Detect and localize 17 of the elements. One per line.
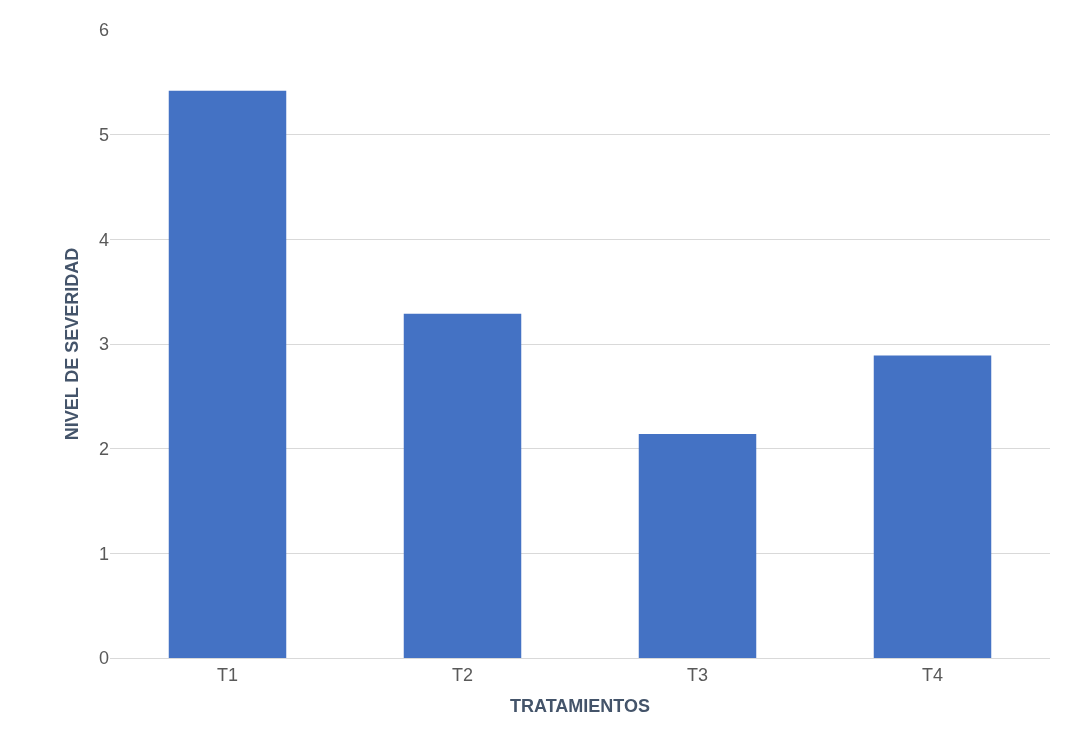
y-tick-label: 3: [98, 334, 109, 355]
bar: [873, 355, 992, 658]
y-tick-label: 6: [98, 20, 109, 41]
x-tick-label: T4: [921, 664, 944, 685]
bar: [638, 434, 757, 658]
x-tick-label: T3: [686, 664, 709, 685]
x-tick-label: T1: [216, 664, 239, 685]
x-axis-title: TRATAMIENTOS: [510, 695, 650, 716]
y-axis-title: NIVEL DE SEVERIDAD: [62, 247, 83, 441]
bar: [403, 313, 522, 658]
y-tick-label: 4: [98, 229, 109, 250]
y-tick-label: 5: [98, 124, 109, 145]
y-tick-label: 1: [98, 543, 109, 564]
bar: [168, 90, 287, 658]
x-tick-label: T2: [451, 664, 474, 685]
y-tick-label: 2: [98, 438, 109, 459]
y-tick-label: 0: [98, 648, 109, 669]
